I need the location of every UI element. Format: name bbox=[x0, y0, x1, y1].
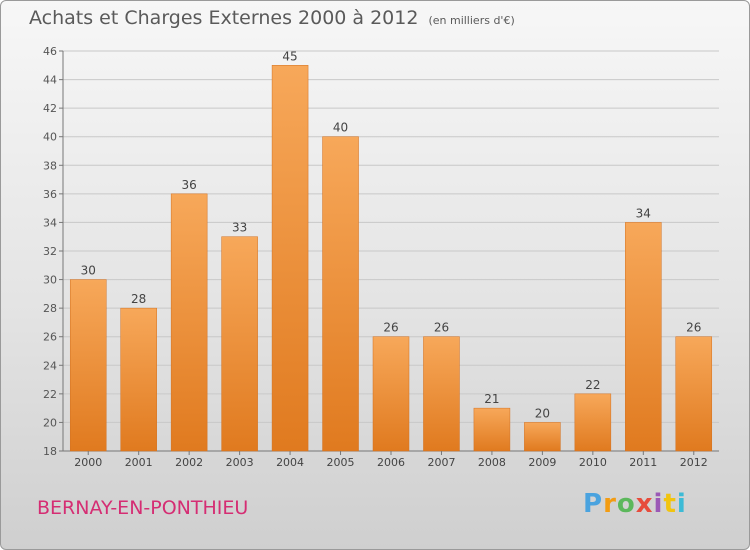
logo-letter: r bbox=[603, 489, 617, 519]
x-tick-label: 2009 bbox=[528, 456, 556, 469]
y-tick-label: 24 bbox=[43, 359, 57, 372]
data-labels: 30 28 36 33 45 40 26 26 21 20 22 34 26 bbox=[81, 49, 702, 420]
data-label: 34 bbox=[636, 206, 651, 220]
data-label: 36 bbox=[182, 178, 197, 192]
data-label: 26 bbox=[686, 321, 701, 335]
y-tick-label: 32 bbox=[43, 245, 57, 258]
logo-letter: o bbox=[616, 489, 636, 519]
bar-2005 bbox=[322, 136, 359, 452]
bar-2001 bbox=[120, 307, 157, 452]
bar-2006 bbox=[372, 336, 410, 452]
x-tick-label: 2005 bbox=[327, 456, 355, 469]
bar-2009 bbox=[524, 422, 561, 452]
x-tick-label: 2007 bbox=[427, 456, 455, 469]
bar-2003 bbox=[221, 236, 258, 452]
y-tick-label: 34 bbox=[43, 216, 57, 229]
data-label: 33 bbox=[232, 221, 247, 235]
x-tick-label: 2011 bbox=[629, 456, 657, 469]
data-label: 22 bbox=[585, 378, 600, 392]
logo-letter: i bbox=[676, 489, 687, 519]
bar-2007 bbox=[423, 336, 460, 452]
commune-name: BERNAY-EN-PONTHIEU bbox=[37, 497, 249, 519]
y-tick-label: 38 bbox=[43, 159, 57, 172]
x-tick-label: 2012 bbox=[680, 456, 708, 469]
x-tick-label: 2004 bbox=[276, 456, 304, 469]
data-label: 30 bbox=[81, 264, 96, 278]
bar-2010 bbox=[574, 393, 612, 452]
y-tick-label: 30 bbox=[43, 274, 57, 287]
logo-letter: i bbox=[653, 489, 664, 519]
data-label: 45 bbox=[282, 49, 297, 63]
y-tick-label: 36 bbox=[43, 188, 57, 201]
x-tick-label: 2001 bbox=[125, 456, 153, 469]
y-tick-label: 20 bbox=[43, 416, 57, 429]
y-tick-labels: 18 20 22 24 26 28 30 32 34 36 38 40 42 44 46 bbox=[43, 45, 57, 458]
chart-subtitle: (en milliers d'€) bbox=[428, 14, 515, 27]
bar-2008 bbox=[473, 407, 511, 452]
proxiti-logo: Proxiti bbox=[583, 489, 687, 519]
data-label: 28 bbox=[131, 292, 146, 306]
logo-letter: x bbox=[635, 489, 654, 519]
data-label: 20 bbox=[535, 406, 550, 420]
x-tick-label: 2000 bbox=[74, 456, 102, 469]
x-tick-labels: 2000 2001 2002 2003 2004 2005 2006 2007 2008 2009… bbox=[74, 451, 708, 469]
data-label: 26 bbox=[434, 321, 449, 335]
bars bbox=[69, 65, 713, 452]
x-tick-label: 2003 bbox=[226, 456, 254, 469]
y-tick-label: 44 bbox=[43, 74, 57, 87]
y-tick-label: 40 bbox=[43, 131, 57, 144]
x-tick-label: 2006 bbox=[377, 456, 405, 469]
y-tick-label: 18 bbox=[43, 445, 57, 458]
x-tick-label: 2002 bbox=[175, 456, 203, 469]
bar-2002 bbox=[170, 193, 208, 452]
x-tick-label: 2010 bbox=[579, 456, 607, 469]
logo-letter: t bbox=[663, 489, 677, 519]
bar-2011 bbox=[625, 222, 662, 452]
x-tick-label: 2008 bbox=[478, 456, 506, 469]
bar-2000 bbox=[69, 279, 107, 452]
data-label: 21 bbox=[484, 392, 499, 406]
bar-2004 bbox=[271, 65, 309, 452]
chart-title: Achats et Charges Externes 2000 à 2012 (e… bbox=[29, 7, 515, 29]
data-label: 26 bbox=[383, 321, 398, 335]
y-tick-label: 26 bbox=[43, 331, 57, 344]
y-tick-label: 28 bbox=[43, 302, 57, 315]
y-tick-label: 22 bbox=[43, 388, 57, 401]
y-tick-label: 42 bbox=[43, 102, 57, 115]
logo-letter: P bbox=[583, 489, 604, 519]
chart-title-text: Achats et Charges Externes 2000 à 2012 bbox=[29, 7, 419, 29]
bar-2012 bbox=[675, 336, 713, 452]
data-label: 40 bbox=[333, 121, 348, 135]
y-tick-label: 46 bbox=[43, 45, 57, 58]
